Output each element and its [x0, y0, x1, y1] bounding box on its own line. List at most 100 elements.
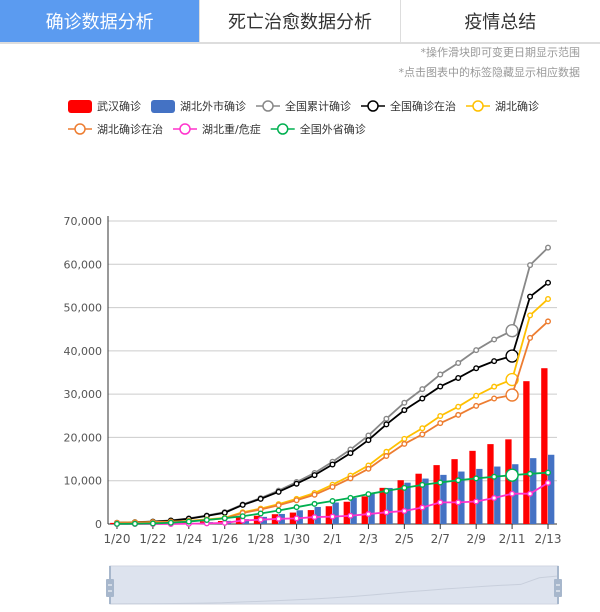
- data-point[interactable]: [505, 468, 519, 482]
- data-point[interactable]: [383, 421, 390, 428]
- data-point[interactable]: [347, 512, 354, 519]
- data-point[interactable]: [491, 495, 498, 502]
- data-point[interactable]: [383, 453, 390, 460]
- bar-0-2/4[interactable]: [379, 487, 386, 524]
- data-point[interactable]: [491, 336, 498, 343]
- legend-item-0[interactable]: 武汉确诊: [68, 99, 141, 113]
- legend-item-6[interactable]: 湖北重/危症: [173, 122, 261, 136]
- data-point[interactable]: [473, 365, 480, 372]
- data-point[interactable]: [505, 324, 519, 338]
- data-point[interactable]: [401, 435, 408, 442]
- bar-0-2/11[interactable]: [505, 439, 512, 524]
- legend-item-7[interactable]: 全国外省确诊: [270, 122, 366, 136]
- data-point[interactable]: [401, 484, 408, 491]
- data-point[interactable]: [505, 388, 519, 402]
- data-point[interactable]: [383, 415, 390, 422]
- bar-1-1/28[interactable]: [260, 516, 267, 524]
- data-point[interactable]: [347, 450, 354, 457]
- data-point[interactable]: [437, 383, 444, 390]
- bar-1-2/7[interactable]: [440, 474, 447, 524]
- data-point[interactable]: [527, 490, 534, 497]
- bar-0-2/2[interactable]: [343, 501, 350, 524]
- data-point[interactable]: [401, 399, 408, 406]
- data-point[interactable]: [401, 407, 408, 414]
- bar-1-2/2[interactable]: [350, 497, 357, 524]
- data-point[interactable]: [365, 437, 372, 444]
- data-point[interactable]: [491, 383, 498, 390]
- data-point[interactable]: [221, 515, 228, 522]
- data-point[interactable]: [365, 491, 372, 498]
- data-point[interactable]: [437, 412, 444, 419]
- data-point[interactable]: [311, 500, 318, 507]
- data-point[interactable]: [545, 295, 552, 302]
- data-point[interactable]: [383, 487, 390, 494]
- data-point[interactable]: [545, 318, 552, 325]
- legend-item-5[interactable]: 湖北确诊在治: [68, 122, 163, 136]
- data-point[interactable]: [527, 293, 534, 300]
- bar-1-2/9[interactable]: [476, 468, 483, 524]
- data-point[interactable]: [527, 470, 534, 477]
- data-point[interactable]: [329, 461, 336, 468]
- data-point[interactable]: [455, 477, 462, 484]
- data-point[interactable]: [419, 504, 426, 511]
- data-point[interactable]: [293, 480, 300, 487]
- data-point[interactable]: [491, 473, 498, 480]
- data-point[interactable]: [473, 392, 480, 399]
- slider-handle-left[interactable]: [106, 579, 114, 597]
- data-point[interactable]: [545, 469, 552, 476]
- slider-handle-right[interactable]: [554, 579, 562, 597]
- data-point[interactable]: [437, 371, 444, 378]
- data-point[interactable]: [455, 499, 462, 506]
- data-point[interactable]: [347, 494, 354, 501]
- legend-item-2[interactable]: 全国累计确诊: [256, 99, 351, 113]
- bar-0-2/12[interactable]: [523, 381, 530, 524]
- bar-1-1/27[interactable]: [242, 519, 250, 524]
- legend-item-4[interactable]: 湖北确诊: [466, 99, 539, 113]
- data-point[interactable]: [311, 472, 318, 479]
- data-point[interactable]: [491, 358, 498, 365]
- data-point[interactable]: [527, 312, 534, 319]
- bar-1-2/3[interactable]: [368, 493, 375, 524]
- data-point[interactable]: [491, 395, 498, 402]
- data-point[interactable]: [437, 479, 444, 486]
- data-point[interactable]: [419, 481, 426, 488]
- legend-item-1[interactable]: 湖北外市确诊: [151, 99, 246, 113]
- data-point[interactable]: [257, 495, 264, 502]
- data-point[interactable]: [473, 498, 480, 505]
- data-point[interactable]: [311, 514, 318, 521]
- data-point[interactable]: [527, 334, 534, 341]
- bar-1-2/10[interactable]: [494, 466, 501, 524]
- bar-0-2/3[interactable]: [361, 496, 368, 524]
- data-point[interactable]: [455, 374, 462, 381]
- data-point[interactable]: [293, 504, 300, 511]
- data-point[interactable]: [365, 465, 372, 472]
- bar-0-1/20[interactable]: [110, 522, 117, 524]
- data-point[interactable]: [455, 403, 462, 410]
- data-point[interactable]: [293, 497, 300, 504]
- bar-0-2/9[interactable]: [469, 450, 476, 524]
- tab-summary[interactable]: 疫情总结: [464, 12, 537, 33]
- data-point[interactable]: [419, 395, 426, 402]
- bar-0-2/5[interactable]: [397, 480, 404, 524]
- bar-1-2/1[interactable]: [332, 502, 339, 524]
- data-point[interactable]: [131, 520, 138, 527]
- data-point[interactable]: [437, 420, 444, 427]
- tab-confirmed-analysis[interactable]: 确诊数据分析: [0, 0, 201, 42]
- bar-1-2/13[interactable]: [548, 454, 555, 524]
- bar-1-2/4[interactable]: [386, 487, 393, 524]
- bar-0-2/13[interactable]: [541, 368, 548, 524]
- data-point[interactable]: [293, 515, 300, 522]
- data-point[interactable]: [239, 513, 246, 520]
- bar-0-2/10[interactable]: [487, 444, 494, 524]
- bar-0-2/7[interactable]: [433, 465, 440, 524]
- data-point[interactable]: [275, 488, 282, 495]
- data-point[interactable]: [509, 490, 516, 497]
- bar-1-1/30[interactable]: [296, 510, 303, 524]
- data-point[interactable]: [545, 279, 552, 286]
- bar-1-2/6[interactable]: [422, 478, 429, 524]
- bar-0-2/8[interactable]: [451, 459, 458, 524]
- tab-death-recovery-analysis[interactable]: 死亡治愈数据分析: [200, 0, 401, 42]
- data-point[interactable]: [329, 513, 336, 520]
- data-point[interactable]: [401, 440, 408, 447]
- data-point[interactable]: [545, 479, 552, 486]
